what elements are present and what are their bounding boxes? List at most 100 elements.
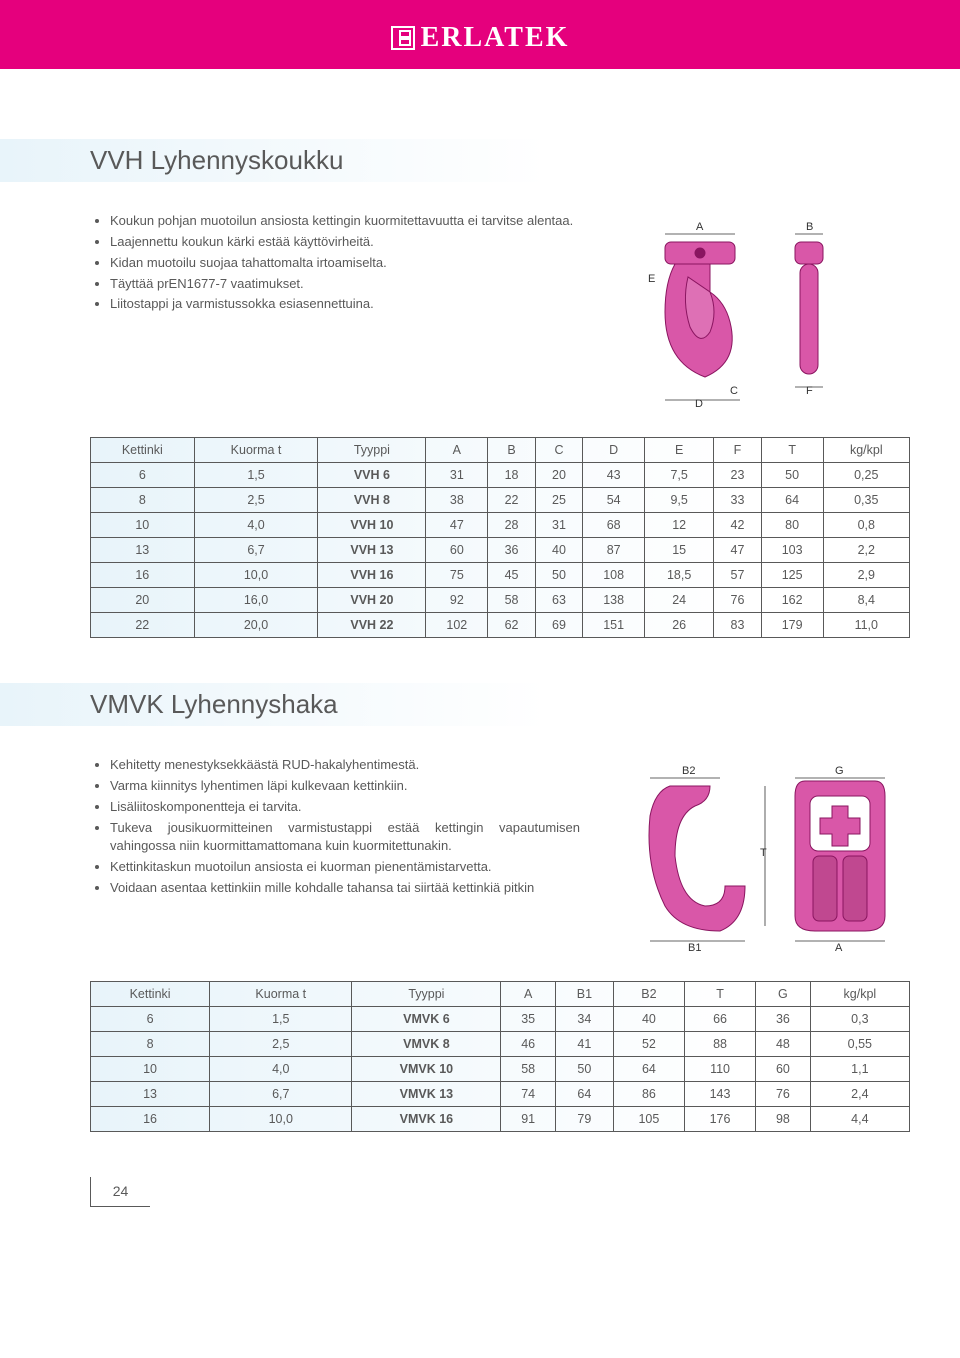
brand-text: ERLATEK — [421, 22, 570, 54]
table-header-cell: Tyyppi — [352, 982, 501, 1007]
table-cell: 86 — [613, 1082, 684, 1107]
table-cell: 10,0 — [210, 1107, 352, 1132]
table-cell: 24 — [645, 588, 714, 613]
table-header-cell: Kettinki — [91, 438, 195, 463]
table-cell: 151 — [583, 613, 645, 638]
table-cell: 74 — [501, 1082, 556, 1107]
table-cell: 102 — [426, 613, 488, 638]
table-cell: 45 — [488, 563, 535, 588]
table-cell: 105 — [613, 1107, 684, 1132]
bullet-item: Tukeva jousikuormitteinen varmistustappi… — [110, 819, 580, 857]
brand-icon — [391, 26, 415, 50]
table-cell: 62 — [488, 613, 535, 638]
table-cell: 64 — [761, 488, 823, 513]
table-cell: 64 — [555, 1082, 613, 1107]
table-header-cell: G — [756, 982, 811, 1007]
table-header-cell: F — [714, 438, 761, 463]
svg-text:B: B — [806, 221, 813, 233]
table-row: 61,5VVH 6311820437,523500,25 — [91, 463, 910, 488]
table-row: 2220,0VVH 221026269151268317911,0 — [91, 613, 910, 638]
table-cell: VVH 8 — [318, 488, 426, 513]
table-cell: 54 — [583, 488, 645, 513]
table-cell: 50 — [535, 563, 582, 588]
table-row: 104,0VVH 10472831681242800,8 — [91, 513, 910, 538]
table-header-cell: D — [583, 438, 645, 463]
table-cell: VMVK 13 — [352, 1082, 501, 1107]
table-cell: 13 — [91, 538, 195, 563]
svg-text:B2: B2 — [682, 765, 695, 777]
table-cell: 6,7 — [194, 538, 318, 563]
table-cell: 8 — [91, 488, 195, 513]
section1-title: VVH Lyhennyskoukku — [0, 139, 910, 182]
table-cell: 18 — [488, 463, 535, 488]
table-cell: 80 — [761, 513, 823, 538]
bullet-item: Kettinkitaskun muotoilun ansiosta ei kuo… — [110, 858, 580, 877]
table-header-cell: B2 — [613, 982, 684, 1007]
table-cell: 76 — [714, 588, 761, 613]
section2-table: KettinkiKuorma tTyyppiAB1B2TGkg/kpl61,5V… — [90, 981, 910, 1132]
bullet-item: Täyttää prEN1677-7 vaatimukset. — [110, 275, 580, 294]
table-row: 2016,0VVH 2092586313824761628,4 — [91, 588, 910, 613]
table-cell: VVH 13 — [318, 538, 426, 563]
table-header-cell: T — [684, 982, 755, 1007]
table-cell: 8,4 — [823, 588, 909, 613]
table-cell: 40 — [535, 538, 582, 563]
table-cell: 125 — [761, 563, 823, 588]
table-cell: 6 — [91, 463, 195, 488]
table-cell: 31 — [535, 513, 582, 538]
page-number: 24 — [90, 1177, 150, 1207]
bullet-item: Laajennettu koukun kärki estää käyttövir… — [110, 233, 580, 252]
table-cell: 12 — [645, 513, 714, 538]
table-cell: 10 — [91, 1057, 210, 1082]
section2-bullets: Kehitetty menestyksekkäästä RUD-hakalyhe… — [90, 756, 580, 956]
table-cell: 143 — [684, 1082, 755, 1107]
table-cell: VVH 20 — [318, 588, 426, 613]
table-cell: 57 — [714, 563, 761, 588]
table-cell: 0,55 — [810, 1032, 909, 1057]
bullet-item: Koukun pohjan muotoilun ansiosta ketting… — [110, 212, 580, 231]
table-header-cell: B — [488, 438, 535, 463]
table-cell: 162 — [761, 588, 823, 613]
table-cell: 0,35 — [823, 488, 909, 513]
table-cell: 18,5 — [645, 563, 714, 588]
table-cell: 22 — [91, 613, 195, 638]
table-cell: 75 — [426, 563, 488, 588]
section2-row: Kehitetty menestyksekkäästä RUD-hakalyhe… — [90, 756, 910, 956]
table-row: 136,7VVH 136036408715471032,2 — [91, 538, 910, 563]
bullet-item: Kidan muotoilu suojaa tahattomalta irtoa… — [110, 254, 580, 273]
svg-text:B1: B1 — [688, 942, 701, 954]
table-cell: 2,5 — [194, 488, 318, 513]
table-header-cell: E — [645, 438, 714, 463]
svg-text:T: T — [760, 847, 767, 859]
section1-bullets: Koukun pohjan muotoilun ansiosta ketting… — [90, 212, 580, 412]
bullet-item: Lisäliitoskomponentteja ei tarvita. — [110, 798, 580, 817]
table-cell: 91 — [501, 1107, 556, 1132]
table-cell: VMVK 16 — [352, 1107, 501, 1132]
table-cell: 20,0 — [194, 613, 318, 638]
table-cell: 103 — [761, 538, 823, 563]
table-cell: 6,7 — [210, 1082, 352, 1107]
table-header-cell: A — [501, 982, 556, 1007]
table-cell: 34 — [555, 1007, 613, 1032]
table-row: 61,5VMVK 635344066360,3 — [91, 1007, 910, 1032]
table-cell: 41 — [555, 1032, 613, 1057]
table-cell: 36 — [488, 538, 535, 563]
table-cell: 16 — [91, 1107, 210, 1132]
table-cell: VMVK 8 — [352, 1032, 501, 1057]
table-cell: 68 — [583, 513, 645, 538]
table-cell: 35 — [501, 1007, 556, 1032]
table-cell: VVH 22 — [318, 613, 426, 638]
table-cell: 2,5 — [210, 1032, 352, 1057]
table-cell: 47 — [426, 513, 488, 538]
table-header-cell: B1 — [555, 982, 613, 1007]
table-cell: 179 — [761, 613, 823, 638]
table-header-cell: Tyyppi — [318, 438, 426, 463]
table-header-cell: Kettinki — [91, 982, 210, 1007]
table-cell: 66 — [684, 1007, 755, 1032]
bullet-item: Liitostappi ja varmistussokka esiasennet… — [110, 295, 580, 314]
table-cell: 108 — [583, 563, 645, 588]
table-cell: 4,0 — [194, 513, 318, 538]
table-cell: 0,8 — [823, 513, 909, 538]
table-row: 136,7VMVK 13746486143762,4 — [91, 1082, 910, 1107]
table-cell: 50 — [761, 463, 823, 488]
